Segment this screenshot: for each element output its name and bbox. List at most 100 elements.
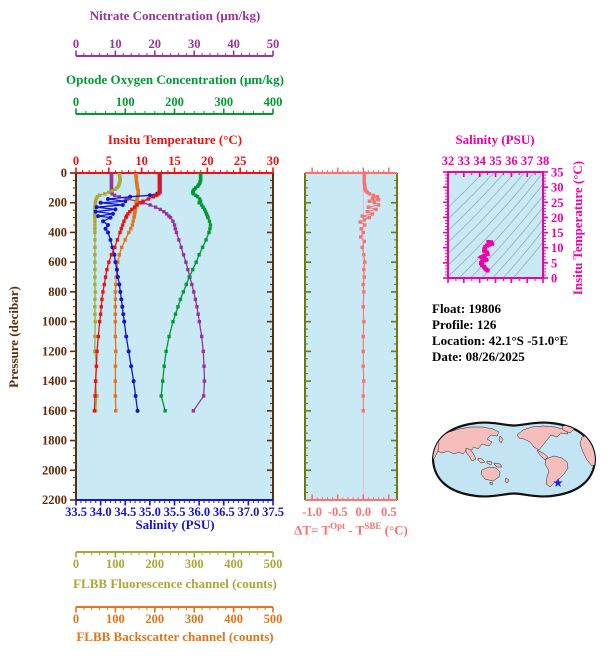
main-profile-plot: 0200400600800100012001400160018002000220…: [42, 154, 284, 519]
delta-t-axis-title: ΔT= TOpt - TSBE (°C): [251, 519, 451, 537]
svg-text:37.0: 37.0: [237, 505, 259, 519]
backscatter-axis: 0 100 200 300 400 500: [73, 606, 283, 626]
float-info-block: Float: 19806 Profile: 126 Location: 42.1…: [432, 301, 568, 365]
fluorescence-axis: 0 100 200 300 400 500: [73, 551, 283, 571]
svg-text:20: 20: [201, 154, 214, 168]
backscatter-axis-title: FLBB Backscatter channel (counts): [76, 629, 274, 644]
date-line: Date: 08/26/2025: [432, 349, 525, 364]
svg-text:0: 0: [73, 95, 79, 109]
svg-text:0: 0: [73, 154, 79, 168]
svg-text:400: 400: [224, 612, 243, 626]
svg-text:600: 600: [48, 255, 67, 269]
delta-t-label-part: ΔT= T: [294, 522, 331, 538]
svg-text:34.5: 34.5: [114, 505, 136, 519]
svg-text:37: 37: [521, 154, 534, 168]
delta-t-sup-sbe: SBE: [364, 521, 382, 531]
ts-diagram-title: Salinity (PSU): [455, 132, 535, 147]
svg-text:300: 300: [185, 557, 204, 571]
delta-t-label-part: (°C): [381, 522, 408, 538]
svg-text:500: 500: [264, 612, 283, 626]
ts-curve: [476, 239, 495, 273]
svg-text:0: 0: [73, 557, 79, 571]
profile-curves: [92, 173, 213, 413]
location-line: Location: 42.1°S -51.0°E: [432, 333, 569, 348]
svg-text:30: 30: [267, 154, 280, 168]
svg-text:15: 15: [168, 154, 181, 168]
svg-text:40: 40: [227, 37, 240, 51]
svg-text:0: 0: [551, 272, 557, 286]
series-nitrate: [109, 173, 207, 413]
svg-text:-0.5: -0.5: [328, 505, 348, 519]
svg-text:200: 200: [145, 612, 164, 626]
temperature-axis-title: Insitu Temperature (°C): [107, 132, 243, 147]
svg-text:20: 20: [149, 37, 162, 51]
fluorescence-axis-title: FLBB Fluorescence channel (counts): [73, 576, 277, 591]
svg-text:100: 100: [116, 95, 135, 109]
svg-text:33: 33: [458, 154, 471, 168]
svg-text:1200: 1200: [42, 344, 67, 358]
svg-text:1000: 1000: [42, 315, 67, 329]
oxygen-axis-title: Optode Oxygen Concentration (μm/kg): [66, 72, 284, 87]
svg-text:500: 500: [264, 557, 283, 571]
svg-text:2200: 2200: [42, 493, 67, 507]
delta-t-sup-opt: Opt: [330, 521, 346, 531]
svg-text:10: 10: [551, 241, 564, 255]
svg-text:800: 800: [48, 285, 67, 299]
float-id-line: Float: 19806: [432, 301, 501, 316]
svg-text:0: 0: [73, 612, 79, 626]
series-oxygen: [159, 173, 213, 413]
svg-text:400: 400: [224, 557, 243, 571]
delta-t-plot: -1.0 -0.5 0.0 0.5: [302, 167, 398, 519]
svg-text:20: 20: [551, 211, 564, 225]
world-map: [431, 421, 597, 498]
svg-text:38: 38: [537, 154, 550, 168]
series-temperature: [92, 173, 162, 413]
nitrate-axis-title: Nitrate Concentration (μm/kg): [89, 8, 261, 23]
svg-text:33.5: 33.5: [65, 505, 87, 519]
svg-text:200: 200: [48, 196, 67, 210]
svg-text:36: 36: [505, 154, 518, 168]
svg-text:200: 200: [165, 95, 184, 109]
svg-text:10: 10: [109, 37, 122, 51]
svg-text:30: 30: [551, 181, 564, 195]
pressure-axis-title: Pressure (decibar): [6, 286, 21, 388]
svg-text:100: 100: [106, 557, 125, 571]
svg-text:30: 30: [188, 37, 201, 51]
svg-text:50: 50: [267, 37, 280, 51]
svg-text:37.5: 37.5: [262, 505, 284, 519]
svg-text:1400: 1400: [42, 374, 67, 388]
svg-text:35: 35: [489, 154, 502, 168]
delta-t-curve: [358, 171, 381, 413]
svg-text:32: 32: [442, 154, 455, 168]
salinity-axis: 33.5 34.0 34.5 35.0 35.5 36.0 36.5 37.0 37.5: [65, 499, 284, 519]
nitrate-axis: 0 10 20 30 40 50: [73, 37, 280, 57]
svg-text:34: 34: [473, 154, 486, 168]
delta-t-label-part: - T: [345, 522, 365, 538]
profile-line: Profile: 126: [432, 317, 497, 332]
svg-text:1600: 1600: [42, 404, 67, 418]
svg-text:0.5: 0.5: [381, 505, 397, 519]
svg-text:-1.0: -1.0: [302, 505, 322, 519]
svg-text:0.0: 0.0: [355, 505, 371, 519]
svg-text:15: 15: [551, 226, 564, 240]
svg-text:1800: 1800: [42, 434, 67, 448]
svg-text:10: 10: [135, 154, 148, 168]
ts-temperature-axis-title: Insitu Temperature (°C): [570, 160, 585, 296]
svg-text:25: 25: [234, 154, 247, 168]
svg-text:2000: 2000: [42, 463, 67, 477]
svg-text:36.5: 36.5: [213, 505, 235, 519]
svg-text:400: 400: [264, 95, 283, 109]
svg-text:35: 35: [551, 166, 564, 180]
svg-text:300: 300: [185, 612, 204, 626]
svg-text:35.0: 35.0: [139, 505, 161, 519]
float-position-star: [553, 478, 563, 488]
svg-text:34.0: 34.0: [90, 505, 112, 519]
svg-text:100: 100: [106, 612, 125, 626]
svg-text:5: 5: [106, 154, 112, 168]
svg-text:0: 0: [61, 166, 67, 180]
svg-text:36.0: 36.0: [188, 505, 210, 519]
oxygen-axis: 0 100 200 300 400: [73, 95, 283, 115]
